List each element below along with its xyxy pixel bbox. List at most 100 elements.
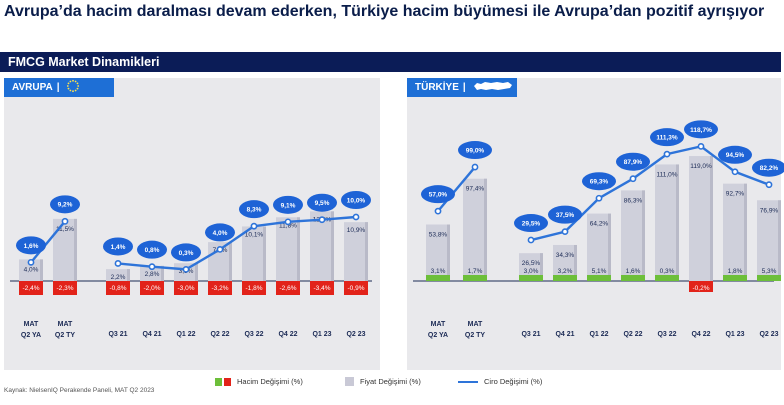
price-bar-shade	[297, 217, 300, 281]
category-label: MAT	[431, 321, 446, 328]
price-bar-shade	[331, 211, 334, 281]
category-label: Q2 YA	[428, 332, 448, 339]
legend-swatch-value	[458, 380, 478, 383]
price-label: 97,4%	[466, 186, 485, 193]
value-bubble	[582, 172, 616, 191]
region-label: AVRUPA	[12, 82, 53, 93]
volume-bar	[426, 275, 450, 281]
value-label: 99,0%	[466, 147, 485, 154]
volume-label: -0,8%	[110, 285, 127, 292]
category-label: MAT	[468, 321, 483, 328]
value-point	[471, 163, 479, 171]
price-label: 11,5%	[56, 226, 74, 233]
value-point	[697, 142, 705, 150]
price-label: 34,3%	[556, 252, 575, 259]
volume-bar	[53, 281, 77, 295]
volume-label: -2,3%	[57, 285, 74, 292]
volume-label: 5,3%	[762, 268, 777, 275]
value-point	[114, 260, 122, 267]
category-label: MAT	[58, 321, 73, 328]
volume-bar	[723, 275, 747, 281]
price-bar	[106, 269, 130, 281]
volume-label: 3,2%	[558, 268, 573, 275]
value-point	[561, 228, 569, 236]
legend: Hacim Değişimi (%)	[215, 377, 303, 386]
value-point	[216, 245, 224, 253]
value-point	[318, 216, 326, 224]
volume-label: -0,2%	[693, 285, 710, 292]
value-bubble	[273, 195, 303, 214]
value-bubble	[718, 145, 752, 164]
value-label: 37,5%	[556, 212, 575, 219]
volume-label: 5,1%	[592, 268, 607, 275]
volume-bar	[553, 275, 577, 281]
volume-label: -0,9%	[348, 285, 365, 292]
price-label: 10,9%	[347, 227, 366, 234]
value-point	[250, 222, 258, 230]
category-label: Q2 23	[759, 331, 778, 338]
legend-swatch-volume-negative	[224, 377, 231, 386]
value-bubble	[514, 214, 548, 233]
price-bar-shade	[74, 218, 77, 281]
category-label: Q2 YA	[21, 332, 41, 339]
volume-label: 3,0%	[524, 268, 539, 275]
volume-bar	[621, 275, 645, 281]
price-label: 11,8%	[279, 222, 297, 229]
value-label: 8,3%	[247, 207, 262, 214]
value-label: 57,0%	[429, 192, 448, 199]
price-bar-shade	[365, 222, 368, 281]
price-label: 111,0%	[656, 171, 677, 178]
legend-label-value: Ciro Değişimi (%)	[484, 377, 543, 386]
volume-bar	[19, 281, 43, 295]
price-label: 53,8%	[429, 232, 448, 239]
price-label: 92,7%	[726, 191, 745, 198]
price-bar-shade	[608, 213, 611, 281]
price-bar	[689, 156, 713, 281]
volume-bar	[140, 281, 164, 295]
volume-label: 1,7%	[468, 268, 483, 275]
category-label: Q4 22	[278, 331, 297, 338]
volume-bar	[310, 281, 334, 295]
value-bubble	[16, 236, 46, 255]
value-bubble	[50, 195, 80, 214]
price-label: 2,8%	[145, 271, 160, 278]
price-bar	[757, 200, 781, 281]
volume-label: 1,6%	[626, 268, 641, 275]
volume-bar	[587, 275, 611, 281]
value-point	[148, 263, 156, 271]
price-bar-shade	[642, 190, 645, 281]
price-label: 76,9%	[760, 207, 779, 214]
price-bar-shade	[778, 200, 781, 281]
volume-bar	[344, 281, 368, 295]
region-tab-turkey: TÜRKİYE |	[407, 78, 517, 97]
category-label: Q1 22	[589, 331, 608, 338]
category-label: Q3 21	[108, 331, 127, 338]
price-bar-shade	[676, 164, 679, 281]
value-label: 9,1%	[281, 202, 296, 209]
price-bar-shade	[263, 226, 266, 281]
value-point	[595, 194, 603, 202]
volume-bar	[757, 275, 781, 281]
volume-label: -3,4%	[314, 285, 331, 292]
price-bar-shade	[540, 253, 543, 281]
section-banner: FMCG Market Dinamikleri	[0, 52, 781, 72]
value-point	[629, 175, 637, 183]
legend-label-volume: Hacim Değişimi (%)	[237, 377, 303, 386]
price-bar-shade	[127, 269, 130, 281]
category-label: Q4 21	[555, 331, 574, 338]
value-label: 4,0%	[213, 230, 228, 237]
volume-label: -3,2%	[212, 285, 229, 292]
category-label: Q2 22	[210, 331, 229, 338]
page-title: Avrupa’da hacim daralması devam ederken,…	[4, 3, 765, 20]
price-label: 119,0%	[690, 163, 712, 170]
region-tab-europe: AVRUPA |	[4, 78, 114, 97]
value-bubble	[239, 200, 269, 219]
region-label: TÜRKİYE	[415, 82, 459, 93]
legend: Ciro Değişimi (%)	[458, 377, 542, 386]
value-label: 69,3%	[590, 179, 609, 186]
value-label: 9,2%	[58, 202, 73, 209]
turkey-map-icon	[473, 82, 512, 90]
category-label: Q1 22	[176, 331, 195, 338]
value-line	[530, 145, 770, 242]
value-bubble	[752, 158, 784, 177]
